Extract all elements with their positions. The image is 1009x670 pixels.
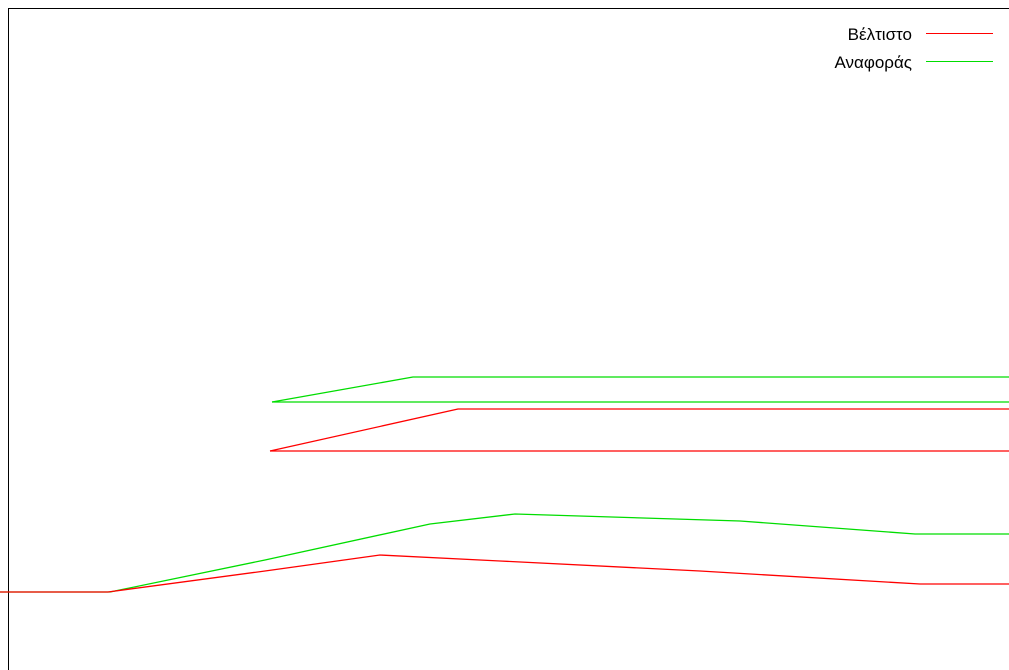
series-line-1-segment-1 xyxy=(271,376,1009,403)
legend-label-anaforas: Αναφοράς xyxy=(834,53,912,72)
series-line-1-segment-0 xyxy=(0,513,1009,593)
plot-frame xyxy=(8,8,1009,670)
legend: Βέλτιστο Αναφοράς xyxy=(834,25,993,72)
series-layer xyxy=(0,376,1009,593)
series-line-0-segment-1 xyxy=(269,408,1009,452)
series-line-0-segment-0 xyxy=(0,554,1009,593)
legend-label-beltisto: Βέλτιστο xyxy=(848,25,912,44)
